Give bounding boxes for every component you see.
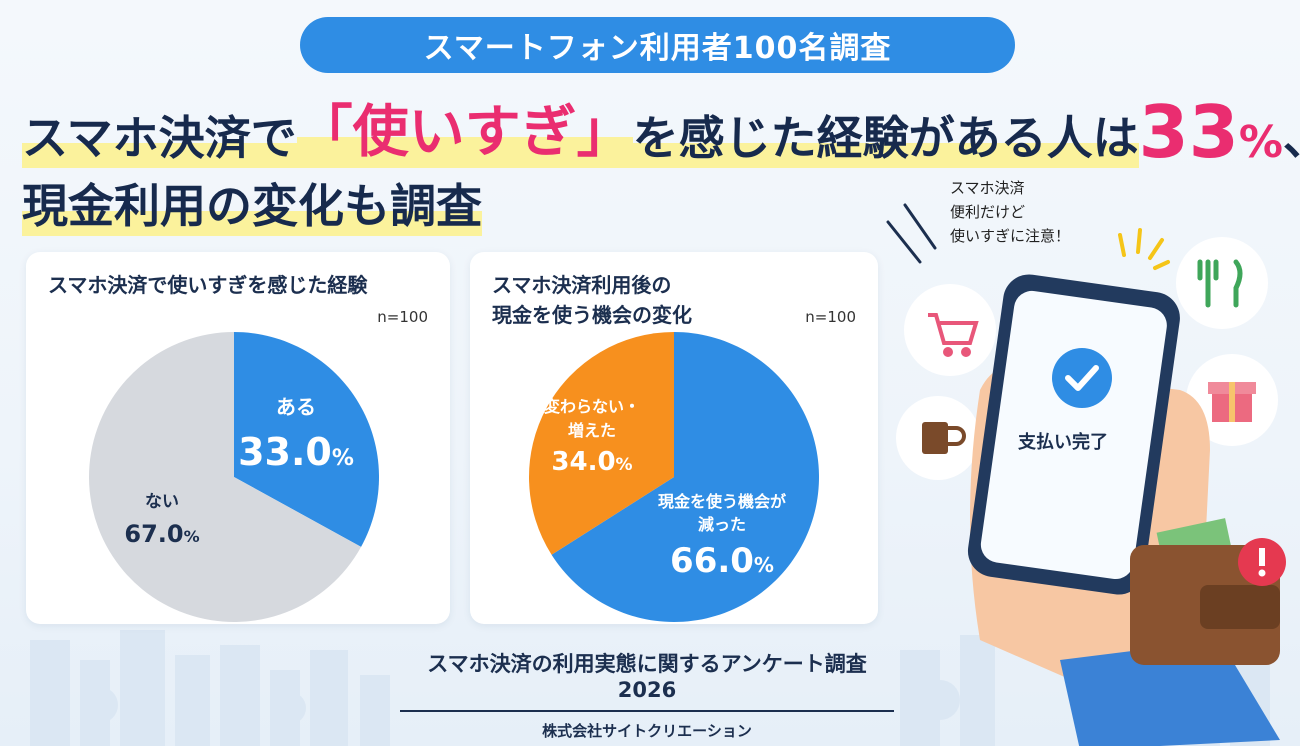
motion-lines-icon: [886, 203, 937, 264]
pie1-slice-yes: [234, 332, 379, 547]
pie2-value-decreased-unit: %: [754, 553, 774, 577]
pie1-slice-no: [89, 332, 362, 622]
payment-illustration: [886, 203, 1286, 746]
chart2-title: スマホ決済利用後の 現金を使う機会の変化: [492, 270, 692, 330]
coffee-cup-icon: [922, 422, 966, 454]
pie2-label-unchanged-line2: 増えた: [568, 421, 616, 440]
pie2-slice-decreased: [551, 332, 819, 623]
checkmark-icon: [1065, 365, 1099, 391]
chart-card-overspending: スマホ決済で使いすぎを感じた経験 n=100 ある 33.0% ない 67.0%: [26, 252, 450, 624]
headline-line2: 現金利用の変化も調査: [22, 170, 482, 236]
chart1-pie: ある 33.0% ない 67.0%: [89, 332, 379, 622]
pie1-value-yes-unit: %: [332, 446, 354, 471]
sleeve-illustration: [1060, 640, 1280, 746]
pie1-value-no: 67.0%: [124, 520, 199, 548]
pie1-label-no: ない: [145, 492, 179, 512]
headline-highlight: 「使いすぎ」: [296, 87, 633, 168]
pie2-value-decreased: 66.0%: [670, 541, 774, 581]
pie1-value-no-unit: %: [184, 527, 200, 546]
checkmark-circle-icon: [1052, 348, 1112, 408]
pie2-value-unchanged-number: 34.0: [551, 447, 615, 477]
headline-percent-symbol: %: [1238, 117, 1283, 168]
headline-part1: スマホ決済で: [22, 102, 297, 168]
payment-complete-text: 支払い完了: [1018, 432, 1108, 453]
headline-part2: を感じた経験がある人は: [632, 102, 1139, 168]
chart-card-cash-change: スマホ決済利用後の 現金を使う機会の変化 n=100 現金を使う機会が 減った …: [470, 252, 878, 624]
chart2-title-line2: 現金を使う機会の変化: [492, 303, 692, 327]
footer: スマホ決済の利用実態に関するアンケート調査2026 株式会社サイトクリエーション: [400, 648, 894, 741]
city-skyline-background: [30, 630, 1270, 746]
pie1-value-yes-number: 33.0: [238, 430, 332, 474]
gift-icon: [1208, 382, 1256, 422]
caution-note: スマホ決済 便利だけど 使いすぎに注意！: [950, 176, 1070, 248]
chart2-title-line1: スマホ決済利用後の: [492, 273, 672, 297]
caution-note-line1: スマホ決済: [950, 179, 1025, 197]
fork-knife-icon: [1197, 259, 1243, 308]
caution-note-line2: 便利だけど: [950, 203, 1026, 221]
pie2-slice-unchanged: [529, 332, 674, 555]
headline-percent-value: 33: [1138, 90, 1239, 174]
smartphone-screen: [980, 290, 1167, 580]
pie1-value-no-number: 67.0: [124, 520, 183, 548]
pie2-label-unchanged-line1: 変わらない・: [544, 397, 640, 416]
chart2-sample-size: n=100: [805, 308, 856, 326]
pie1-label-yes: ある: [276, 395, 316, 419]
pie2-value-unchanged-unit: %: [616, 455, 633, 475]
headline-percent: 33%: [1139, 96, 1283, 168]
pie2-label-decreased-line1: 現金を使う機会が: [658, 492, 786, 511]
chart1-title: スマホ決済で使いすぎを感じた経験: [48, 273, 368, 297]
headline-line2-text: 現金利用の変化も調査: [22, 170, 482, 236]
cart-icon: [928, 313, 979, 357]
chart1-sample-size: n=100: [377, 308, 428, 326]
chart2-pie: 現金を使う機会が 減った 66.0% 変わらない・ 増えた 34.0%: [529, 332, 819, 623]
cart-bubble: [904, 284, 996, 376]
survey-title: スマホ決済の利用実態に関するアンケート調査2026: [400, 648, 894, 712]
pie1-value-yes: 33.0%: [238, 430, 354, 474]
pie2-label-decreased-line2: 減った: [698, 515, 746, 534]
sparkle-icon: [1118, 228, 1170, 270]
pie2-value-unchanged: 34.0%: [551, 447, 632, 477]
company-name: 株式会社サイトクリエーション: [542, 722, 752, 740]
caution-note-line3: 使いすぎに注意！: [950, 227, 1071, 245]
food-bubble: [1176, 237, 1268, 329]
headline-part3: 、: [1283, 102, 1300, 168]
survey-badge: スマートフォン利用者100名調査: [300, 17, 1015, 73]
pie2-value-decreased-number: 66.0: [670, 541, 754, 581]
